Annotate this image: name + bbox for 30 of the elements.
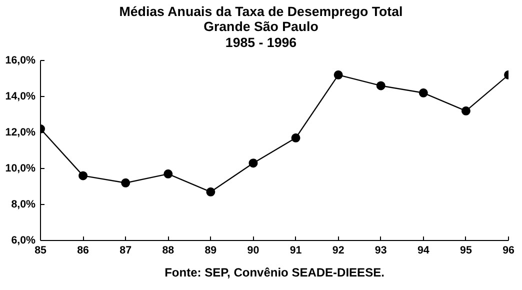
point xyxy=(461,106,470,116)
point xyxy=(376,81,386,90)
x-tick-label: 87 xyxy=(120,244,132,256)
y-tick-label: 10,0% xyxy=(5,162,36,174)
x-tick-label: 92 xyxy=(332,244,344,256)
y-tick-label: 6,0% xyxy=(11,234,36,246)
x-tick-label: 93 xyxy=(374,244,387,256)
point xyxy=(418,88,428,98)
point xyxy=(78,171,88,180)
chart-title: Médias Anuais da Taxa de Desemprego Total Grande São Paulo 1985 - 1996 xyxy=(119,4,403,50)
x-tick-label: 89 xyxy=(204,244,217,256)
x-tick-label: 88 xyxy=(162,244,174,256)
point xyxy=(248,158,258,168)
y-tick-label: 14,0% xyxy=(5,90,36,102)
y-tick-label: 16,0% xyxy=(5,54,36,66)
point xyxy=(334,70,343,80)
point xyxy=(206,187,216,196)
y-tick-label: 8,0% xyxy=(11,198,36,210)
y-tick-label: 12,0% xyxy=(5,126,36,138)
x-tick-label: 91 xyxy=(290,244,302,256)
point xyxy=(121,178,130,188)
x-tick-label: 86 xyxy=(77,244,90,256)
x-tick-label: 85 xyxy=(34,244,46,256)
source-note: Fonte: SEP, Convênio SEADE-DIEESE. xyxy=(164,266,384,280)
x-tick-label: 90 xyxy=(247,244,260,256)
x-tick-label: 96 xyxy=(502,244,514,256)
x-tick-label: 95 xyxy=(460,244,472,256)
point xyxy=(164,169,173,178)
point xyxy=(291,133,300,142)
x-tick-label: 94 xyxy=(417,244,430,256)
